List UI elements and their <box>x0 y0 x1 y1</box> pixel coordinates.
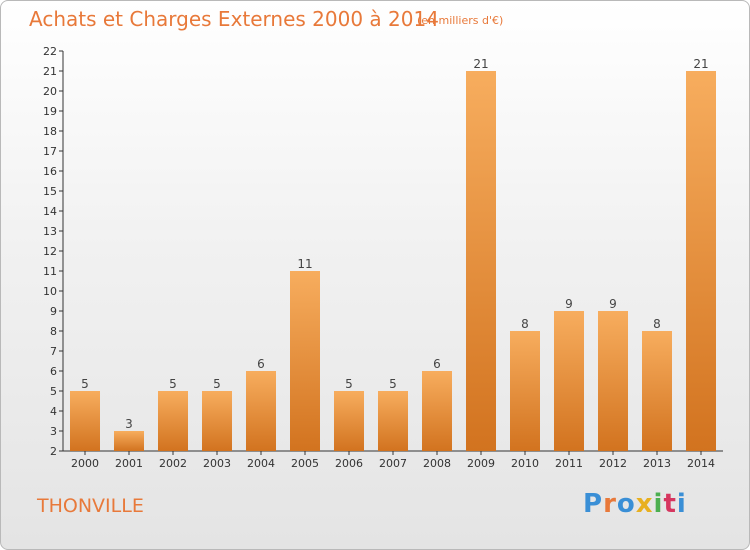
x-tick-label: 2007 <box>379 457 407 470</box>
y-tick-label: 11 <box>43 265 57 278</box>
x-tick-label: 2001 <box>115 457 143 470</box>
x-tick-label: 2002 <box>159 457 187 470</box>
y-tick-label: 19 <box>43 105 57 118</box>
y-tick-label: 20 <box>43 85 57 98</box>
y-tick-label: 10 <box>43 285 57 298</box>
bar-2014 <box>686 71 716 451</box>
y-tick-label: 8 <box>50 325 57 338</box>
x-tick-label: 2000 <box>71 457 99 470</box>
bar-2000 <box>70 391 100 451</box>
bar-2008 <box>422 371 452 451</box>
logo-letter: i <box>653 489 664 519</box>
y-tick-label: 17 <box>43 145 57 158</box>
chart-title: Achats et Charges Externes 2000 à 2014 <box>29 7 439 31</box>
y-tick-label: 22 <box>43 45 57 58</box>
bar-2010 <box>510 331 540 451</box>
logo-letter: i <box>676 489 687 519</box>
x-tick-label: 2004 <box>247 457 275 470</box>
data-label: 9 <box>609 297 617 311</box>
logo-letter: x <box>635 489 654 519</box>
bar-2011 <box>554 311 584 451</box>
x-tick-label: 2005 <box>291 457 319 470</box>
bar-2009 <box>466 71 496 451</box>
x-tick-label: 2012 <box>599 457 627 470</box>
data-label: 9 <box>565 297 573 311</box>
bar-2004 <box>246 371 276 451</box>
data-label: 5 <box>345 377 353 391</box>
town-name: THONVILLE <box>37 495 144 517</box>
data-label: 11 <box>297 257 312 271</box>
bar-2002 <box>158 391 188 451</box>
x-tick-label: 2006 <box>335 457 363 470</box>
y-tick-label: 6 <box>50 365 57 378</box>
data-label: 5 <box>81 377 89 391</box>
data-label: 8 <box>521 317 529 331</box>
logo-letter: o <box>616 489 636 519</box>
y-tick-label: 15 <box>43 185 57 198</box>
y-tick-label: 12 <box>43 245 57 258</box>
y-tick-label: 3 <box>50 425 57 438</box>
y-tick-label: 13 <box>43 225 57 238</box>
axes: 2 3 4 5 6 7 8 9 10 11 12 13 14 15 16 17 18 19 20 21 22 2000 20… <box>43 45 723 470</box>
y-tick-label: 14 <box>43 205 57 218</box>
y-tick-label: 18 <box>43 125 57 138</box>
bar-2003 <box>202 391 232 451</box>
bar-2001 <box>114 431 144 451</box>
x-tick-label: 2013 <box>643 457 671 470</box>
proxiti-logo[interactable]: Proxiti <box>583 489 687 519</box>
data-label: 6 <box>257 357 265 371</box>
x-tick-label: 2003 <box>203 457 231 470</box>
chart-subtitle: (en milliers d'€) <box>417 14 504 27</box>
data-label: 21 <box>693 57 708 71</box>
y-tick-label: 21 <box>43 65 57 78</box>
bar-2007 <box>378 391 408 451</box>
data-label: 3 <box>125 417 133 431</box>
y-tick-label: 5 <box>50 385 57 398</box>
data-label: 8 <box>653 317 661 331</box>
data-label: 5 <box>169 377 177 391</box>
x-tick-label: 2014 <box>687 457 715 470</box>
x-tick-label: 2010 <box>511 457 539 470</box>
data-labels: 5 3 5 5 6 11 5 5 6 21 8 9 9 8 21 <box>81 57 708 431</box>
x-tick-label: 2009 <box>467 457 495 470</box>
y-tick-label: 16 <box>43 165 57 178</box>
logo-letter: P <box>583 489 604 519</box>
y-tick-label: 4 <box>50 405 57 418</box>
y-tick-label: 9 <box>50 305 57 318</box>
data-label: 5 <box>213 377 221 391</box>
logo-letter: t <box>663 489 677 519</box>
y-tick-label: 7 <box>50 345 57 358</box>
y-tick-label: 2 <box>50 445 57 458</box>
x-tick-label: 2011 <box>555 457 583 470</box>
bar-2005 <box>290 271 320 451</box>
logo-letter: r <box>603 489 617 519</box>
bar-2012 <box>598 311 628 451</box>
data-label: 5 <box>389 377 397 391</box>
data-label: 6 <box>433 357 441 371</box>
bar-2013 <box>642 331 672 451</box>
x-tick-label: 2008 <box>423 457 451 470</box>
bar-2006 <box>334 391 364 451</box>
bars <box>70 71 716 451</box>
data-label: 21 <box>473 57 488 71</box>
